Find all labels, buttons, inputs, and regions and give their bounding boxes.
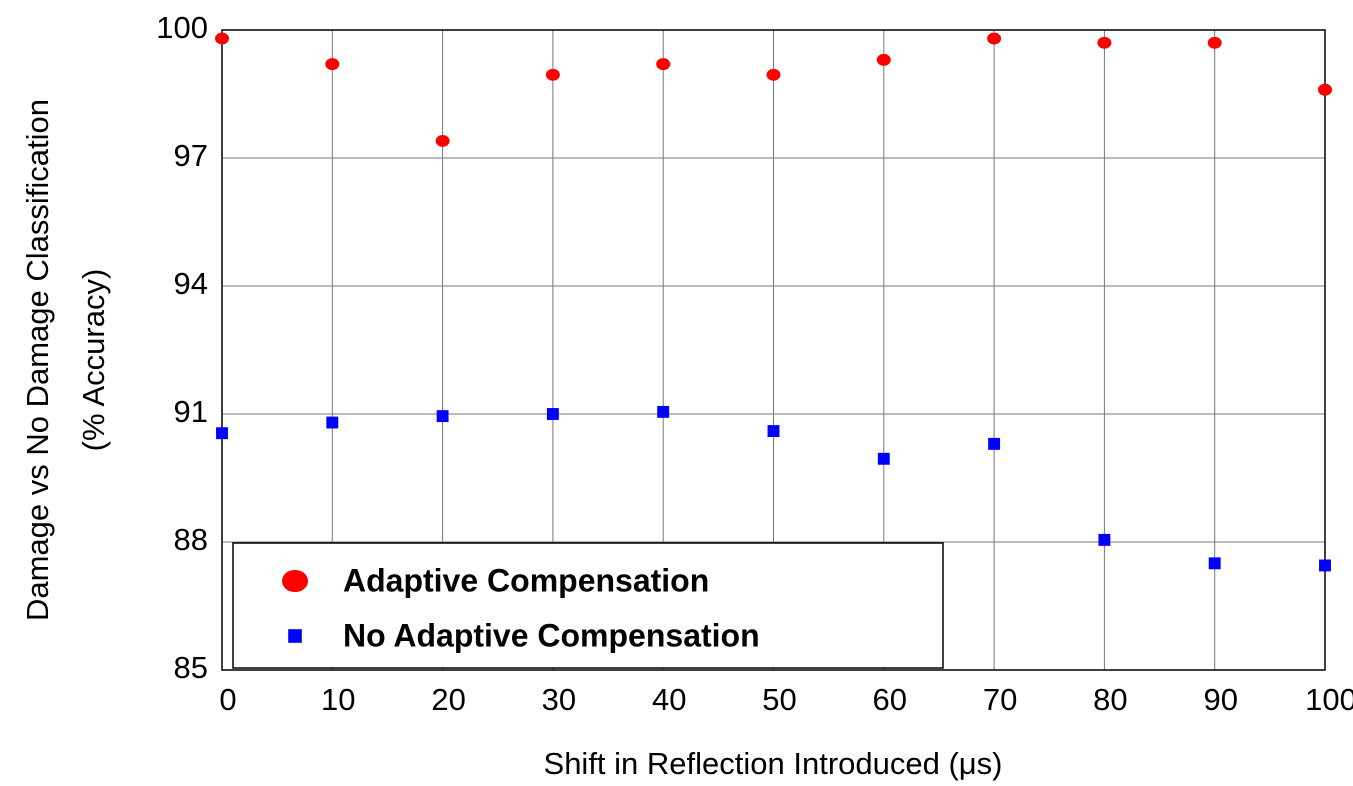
marker — [436, 410, 449, 423]
y-tick-label: 100 — [156, 10, 208, 45]
x-tick-label: 90 — [1203, 682, 1237, 717]
marker — [1098, 533, 1111, 546]
y-tick-label: 97 — [174, 138, 208, 173]
marker — [545, 68, 560, 81]
x-tick-label: 80 — [1093, 682, 1127, 717]
marker — [1097, 36, 1112, 49]
marker — [216, 427, 228, 440]
legend-label: Adaptive Compensation — [343, 562, 709, 598]
marker — [325, 58, 340, 71]
x-tick-label: 50 — [762, 682, 796, 717]
marker — [215, 32, 229, 45]
y-tick-label: 94 — [174, 266, 208, 301]
x-axis-label: Shift in Reflection Introduced (μs) — [544, 746, 1003, 781]
marker — [1207, 36, 1222, 49]
x-tick-label: 30 — [542, 682, 576, 717]
legend: Adaptive Compensation No Adaptive Compens… — [232, 542, 944, 669]
x-tick-label: 0 — [219, 682, 236, 717]
y-axis-label: Damage vs No Damage Classification — [20, 99, 55, 621]
x-tick-label: 40 — [652, 682, 686, 717]
marker — [288, 629, 302, 643]
marker — [767, 425, 780, 438]
marker — [876, 53, 891, 66]
plot-frame — [221, 29, 1326, 671]
x-tick-label: 70 — [983, 682, 1017, 717]
marker — [435, 134, 450, 147]
y-tick-label: 88 — [174, 522, 208, 557]
x-tick-label: 20 — [431, 682, 465, 717]
marker — [988, 437, 1001, 450]
y-tick-label: 91 — [174, 394, 208, 429]
marker — [766, 68, 781, 81]
x-tick-label: 10 — [321, 682, 355, 717]
marker — [657, 405, 670, 418]
marker — [656, 58, 671, 71]
marker — [1208, 557, 1221, 570]
marker — [282, 569, 308, 593]
legend-label: No Adaptive Compensation — [343, 617, 760, 653]
x-tick-label: 100 — [1305, 682, 1353, 717]
marker — [1319, 559, 1331, 572]
legend-box — [232, 542, 944, 669]
marker — [1318, 83, 1332, 96]
y-tick-label: 85 — [174, 650, 208, 685]
y-axis-label: (% Accuracy) — [76, 269, 111, 452]
x-tick-label: 60 — [873, 682, 907, 717]
marker — [987, 32, 1002, 45]
marker — [877, 452, 890, 465]
marker — [546, 408, 559, 420]
marker — [326, 416, 339, 429]
